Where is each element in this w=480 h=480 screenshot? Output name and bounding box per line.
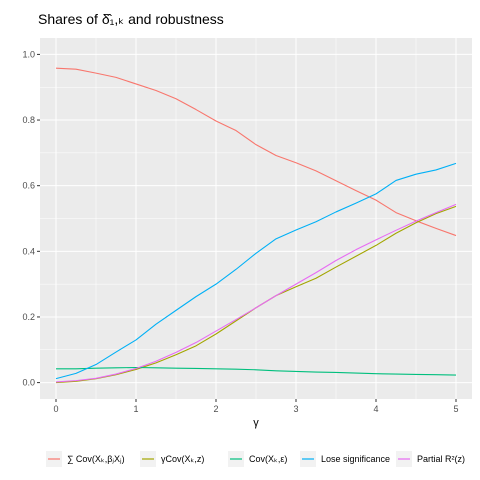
legend-item-4: Lose significance	[300, 451, 390, 467]
series-line-1	[55, 67, 457, 237]
x-tick-label: 3	[293, 404, 298, 414]
series-line-5	[55, 203, 457, 383]
legend-label: ∑ Cov(Xₖ,βⱼXⱼ)	[67, 454, 125, 464]
y-tick-label: 1.0	[22, 49, 35, 59]
legend-item-3: Cov(Xₖ,ε)	[228, 451, 287, 467]
series-lines	[55, 67, 457, 384]
legend-item-2: γCov(Xₖ,z)	[140, 451, 204, 467]
x-axis-title: γ	[253, 417, 259, 429]
x-axis-ticks: 0 1 2 3 4 5	[53, 399, 459, 414]
legend: ∑ Cov(Xₖ,βⱼXⱼ) γCov(Xₖ,z) Cov(Xₖ,ε) Lose si…	[46, 451, 465, 467]
y-tick-label: 0.2	[22, 312, 35, 322]
y-tick-label: 0.4	[22, 246, 35, 256]
legend-label: γCov(Xₖ,z)	[161, 454, 204, 464]
major-gridlines	[40, 38, 472, 399]
y-tick-label: 0.8	[22, 115, 35, 125]
legend-item-5: Partial R²(z)	[396, 451, 465, 467]
y-tick-label: 0.0	[22, 378, 35, 388]
series-line-4	[55, 162, 457, 380]
y-tick-label: 0.6	[22, 181, 35, 191]
x-tick-label: 1	[133, 404, 138, 414]
x-tick-label: 4	[373, 404, 378, 414]
x-tick-label: 5	[453, 404, 458, 414]
minor-gridlines	[40, 38, 472, 399]
legend-label: Lose significance	[321, 454, 390, 464]
chart-title: Shares of δ̂₁,ₖ and robustness	[38, 11, 224, 27]
y-axis-ticks: 0.0 0.2 0.4 0.6 0.8 1.0	[22, 49, 40, 388]
legend-label: Partial R²(z)	[417, 454, 465, 464]
legend-label: Cov(Xₖ,ε)	[249, 454, 287, 464]
x-tick-label: 0	[53, 404, 58, 414]
legend-item-1: ∑ Cov(Xₖ,βⱼXⱼ)	[46, 451, 125, 467]
series-line-3	[56, 366, 457, 376]
x-tick-label: 2	[213, 404, 218, 414]
